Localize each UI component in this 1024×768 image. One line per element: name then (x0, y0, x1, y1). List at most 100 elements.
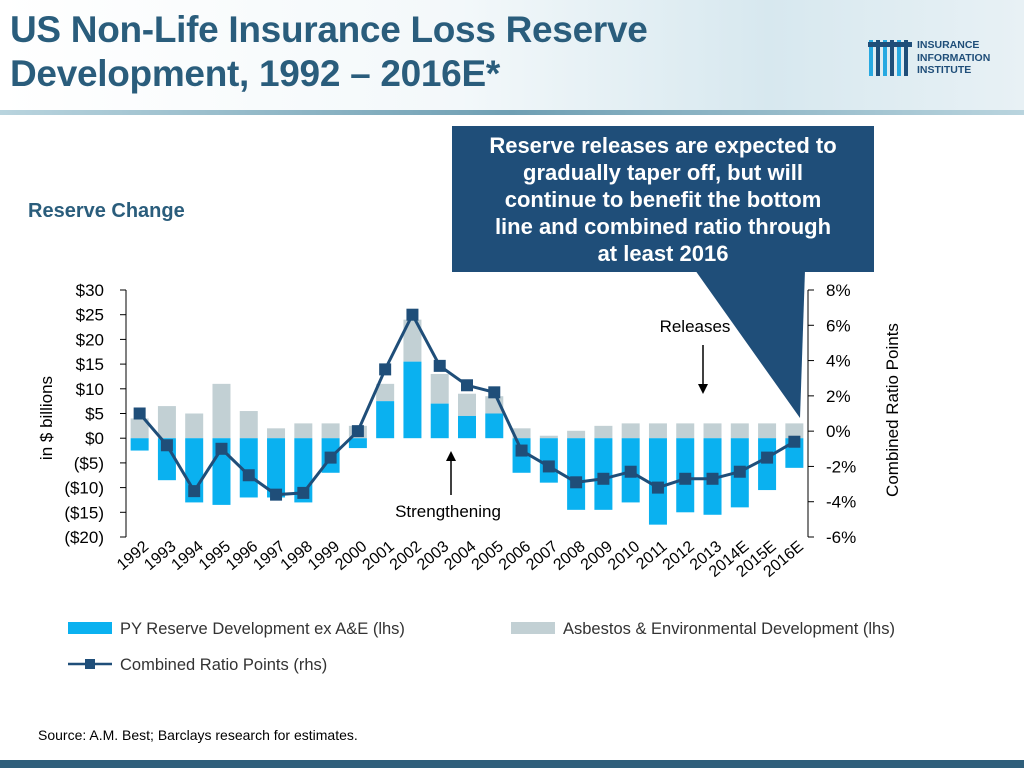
ae-bar (676, 423, 695, 439)
combined-ratio-point (379, 363, 392, 376)
combined-ratio-point (433, 359, 446, 372)
ae-bar (294, 423, 313, 439)
combined-ratio-point (570, 476, 583, 489)
py-bar (485, 413, 504, 439)
iii-logo: INSURANCE INFORMATION INSTITUTE (868, 38, 1018, 80)
combined-ratio-point (788, 435, 801, 448)
ae-bar (758, 423, 777, 439)
left-tick-label: $5 (85, 405, 104, 424)
right-tick-label: 2% (826, 387, 851, 406)
ae-bar (567, 430, 586, 439)
legend-line-marker (85, 659, 95, 669)
py-bar (758, 438, 777, 491)
right-axis-label: Combined Ratio Points (883, 323, 902, 497)
right-tick-label: 8% (826, 281, 851, 300)
right-tick-label: 6% (826, 316, 851, 335)
combined-ratio-point (706, 472, 719, 485)
strengthening-annotation: Strengthening (395, 502, 501, 521)
combined-ratio-point (324, 451, 337, 464)
combined-ratio-point (215, 442, 228, 455)
ae-bar (594, 425, 613, 439)
callout-line-4: line and combined ratio through (494, 214, 832, 239)
left-tick-label: $25 (76, 306, 104, 325)
title-line-2: Development, 1992 – 2016E* (10, 53, 500, 94)
combined-ratio-point (406, 308, 419, 321)
right-tick-label: 0% (826, 422, 851, 441)
combined-ratio-point (160, 439, 173, 452)
ae-bar (703, 423, 722, 439)
ae-bar (157, 406, 176, 439)
ae-bar (403, 319, 422, 362)
left-tick-label: ($5) (74, 454, 104, 473)
combined-ratio-point (542, 460, 555, 473)
ae-bar (458, 393, 476, 416)
logo-line-1: INSURANCE (917, 39, 980, 51)
py-bar (430, 403, 449, 439)
combined-ratio-point (133, 407, 146, 420)
py-bar (376, 401, 395, 439)
callout-box: Reserve releases are expected to gradual… (452, 126, 874, 272)
legend-ae-swatch (511, 622, 555, 634)
left-tick-label: $10 (76, 380, 104, 399)
combined-ratio-point (597, 472, 610, 485)
left-tick-label: $30 (76, 281, 104, 300)
right-tick-label: 4% (826, 352, 851, 371)
ae-bar (621, 423, 640, 439)
combined-ratio-point (242, 469, 255, 482)
combined-ratio-point (515, 444, 528, 457)
left-tick-label: ($10) (64, 479, 104, 498)
source-note: Source: A.M. Best; Barclays research for… (38, 727, 358, 743)
ae-bar (512, 428, 531, 439)
left-tick-label: ($15) (64, 503, 104, 522)
left-axis-label: in $ billions (37, 376, 56, 460)
combined-ratio-point (351, 425, 364, 438)
left-tick-label: ($20) (64, 528, 104, 547)
combined-ratio-point (761, 451, 774, 464)
callout-line-2: gradually taper off, but will (523, 160, 803, 185)
legend-line-label: Combined Ratio Points (rhs) (120, 656, 327, 674)
right-tick-label: -4% (826, 493, 856, 512)
page-title: US Non-Life Insurance Loss Reserve Devel… (10, 8, 648, 96)
combined-ratio-point (733, 465, 746, 478)
ae-bar (785, 423, 804, 439)
callout-line-5: at least 2016 (597, 241, 729, 266)
ae-bar (239, 411, 258, 439)
ae-bar (430, 373, 449, 404)
left-tick-label: $15 (76, 355, 104, 374)
py-bar (130, 438, 149, 451)
py-bar (348, 438, 367, 449)
ae-bar (648, 423, 667, 439)
callout-line-3: continue to benefit the bottom (504, 187, 822, 212)
combined-ratio-point (651, 481, 664, 494)
py-bar (567, 438, 586, 510)
py-bar (458, 415, 476, 439)
logo-mark-icon (868, 40, 912, 76)
combined-ratio-point (188, 485, 201, 498)
logo-wordmark: INSURANCE INFORMATION INSTITUTE (917, 39, 990, 77)
legend-ae-label: Asbestos & Environmental Development (lh… (563, 620, 895, 638)
right-tick-label: -6% (826, 528, 856, 547)
legend-py-label: PY Reserve Development ex A&E (lhs) (120, 620, 405, 638)
logo-line-2: INFORMATION (917, 51, 991, 64)
left-tick-label: $0 (85, 429, 104, 448)
strengthening-arrow (446, 451, 456, 495)
legend-py-swatch (68, 622, 112, 634)
legend: PY Reserve Development ex A&E (lhs) Asbe… (68, 620, 895, 674)
combined-ratio-point (624, 465, 637, 478)
ae-bar (212, 383, 231, 439)
combined-ratio-point (679, 472, 692, 485)
py-bar (239, 438, 258, 498)
ae-bar (539, 435, 558, 439)
combined-ratio-point (461, 379, 473, 392)
py-bar (403, 361, 422, 439)
ae-bar (321, 423, 340, 439)
right-tick-label: -2% (826, 457, 856, 476)
py-bar (267, 438, 286, 498)
py-bar (648, 438, 667, 525)
ae-bar (730, 423, 749, 439)
combined-ratio-point (270, 488, 283, 501)
title-line-1: US Non-Life Insurance Loss Reserve (10, 9, 648, 50)
footer-bar (0, 760, 1024, 768)
header-divider (0, 110, 1024, 115)
